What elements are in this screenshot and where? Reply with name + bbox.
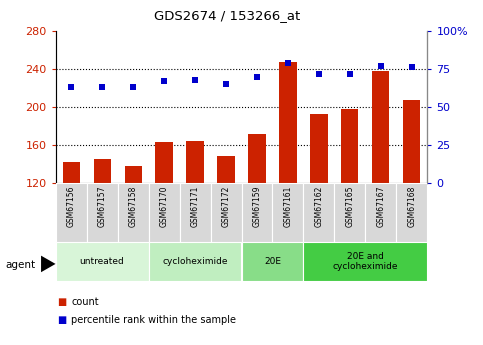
Text: 20E: 20E	[264, 257, 281, 266]
Point	[284, 60, 292, 66]
Text: ■: ■	[57, 315, 66, 325]
Text: agent: agent	[6, 260, 36, 269]
Text: GDS2674 / 153266_at: GDS2674 / 153266_at	[154, 9, 300, 22]
Bar	[366, 183, 397, 242]
Bar	[341, 109, 358, 183]
Text: GSM67170: GSM67170	[159, 186, 169, 227]
Point	[253, 74, 261, 79]
Text: 20E and
cycloheximide: 20E and cycloheximide	[333, 252, 398, 271]
Point	[377, 63, 385, 69]
Point	[346, 71, 354, 76]
Bar	[217, 156, 235, 183]
Bar	[372, 71, 389, 183]
Bar	[242, 183, 272, 242]
Bar	[272, 183, 303, 242]
Text: GSM67171: GSM67171	[190, 186, 199, 227]
Point	[222, 81, 230, 87]
Point	[67, 85, 75, 90]
Polygon shape	[41, 256, 56, 272]
Bar	[334, 183, 366, 242]
Point	[191, 77, 199, 82]
Point	[408, 65, 416, 70]
Text: untreated: untreated	[80, 257, 125, 266]
Bar	[117, 183, 149, 242]
Text: GSM67165: GSM67165	[345, 186, 355, 227]
Text: GSM67167: GSM67167	[376, 186, 385, 227]
Text: GSM67168: GSM67168	[408, 186, 416, 227]
Bar	[211, 183, 242, 242]
Text: GSM67158: GSM67158	[128, 186, 138, 227]
Bar	[303, 241, 427, 281]
Bar	[94, 159, 111, 183]
Text: GSM67161: GSM67161	[284, 186, 293, 227]
Bar	[280, 62, 297, 183]
Bar	[62, 162, 80, 183]
Bar	[397, 183, 427, 242]
Text: GSM67157: GSM67157	[98, 186, 107, 227]
Point	[129, 85, 137, 90]
Bar	[56, 241, 149, 281]
Point	[160, 78, 168, 84]
Point	[315, 71, 323, 76]
Text: GSM67156: GSM67156	[67, 186, 75, 227]
Bar	[86, 183, 117, 242]
Bar	[303, 183, 334, 242]
Text: GSM67172: GSM67172	[222, 186, 230, 227]
Text: cycloheximide: cycloheximide	[162, 257, 228, 266]
Bar	[149, 241, 242, 281]
Bar	[149, 183, 180, 242]
Text: GSM67159: GSM67159	[253, 186, 261, 227]
Text: GSM67162: GSM67162	[314, 186, 324, 227]
Text: percentile rank within the sample: percentile rank within the sample	[71, 315, 237, 325]
Bar	[56, 183, 86, 242]
Point	[98, 85, 106, 90]
Bar	[248, 134, 266, 183]
Bar	[125, 166, 142, 183]
Text: ■: ■	[57, 297, 66, 307]
Text: count: count	[71, 297, 99, 307]
Bar	[156, 142, 172, 183]
Bar	[403, 100, 421, 183]
Bar	[242, 241, 303, 281]
Bar	[186, 141, 203, 183]
Bar	[180, 183, 211, 242]
Bar	[311, 114, 327, 183]
